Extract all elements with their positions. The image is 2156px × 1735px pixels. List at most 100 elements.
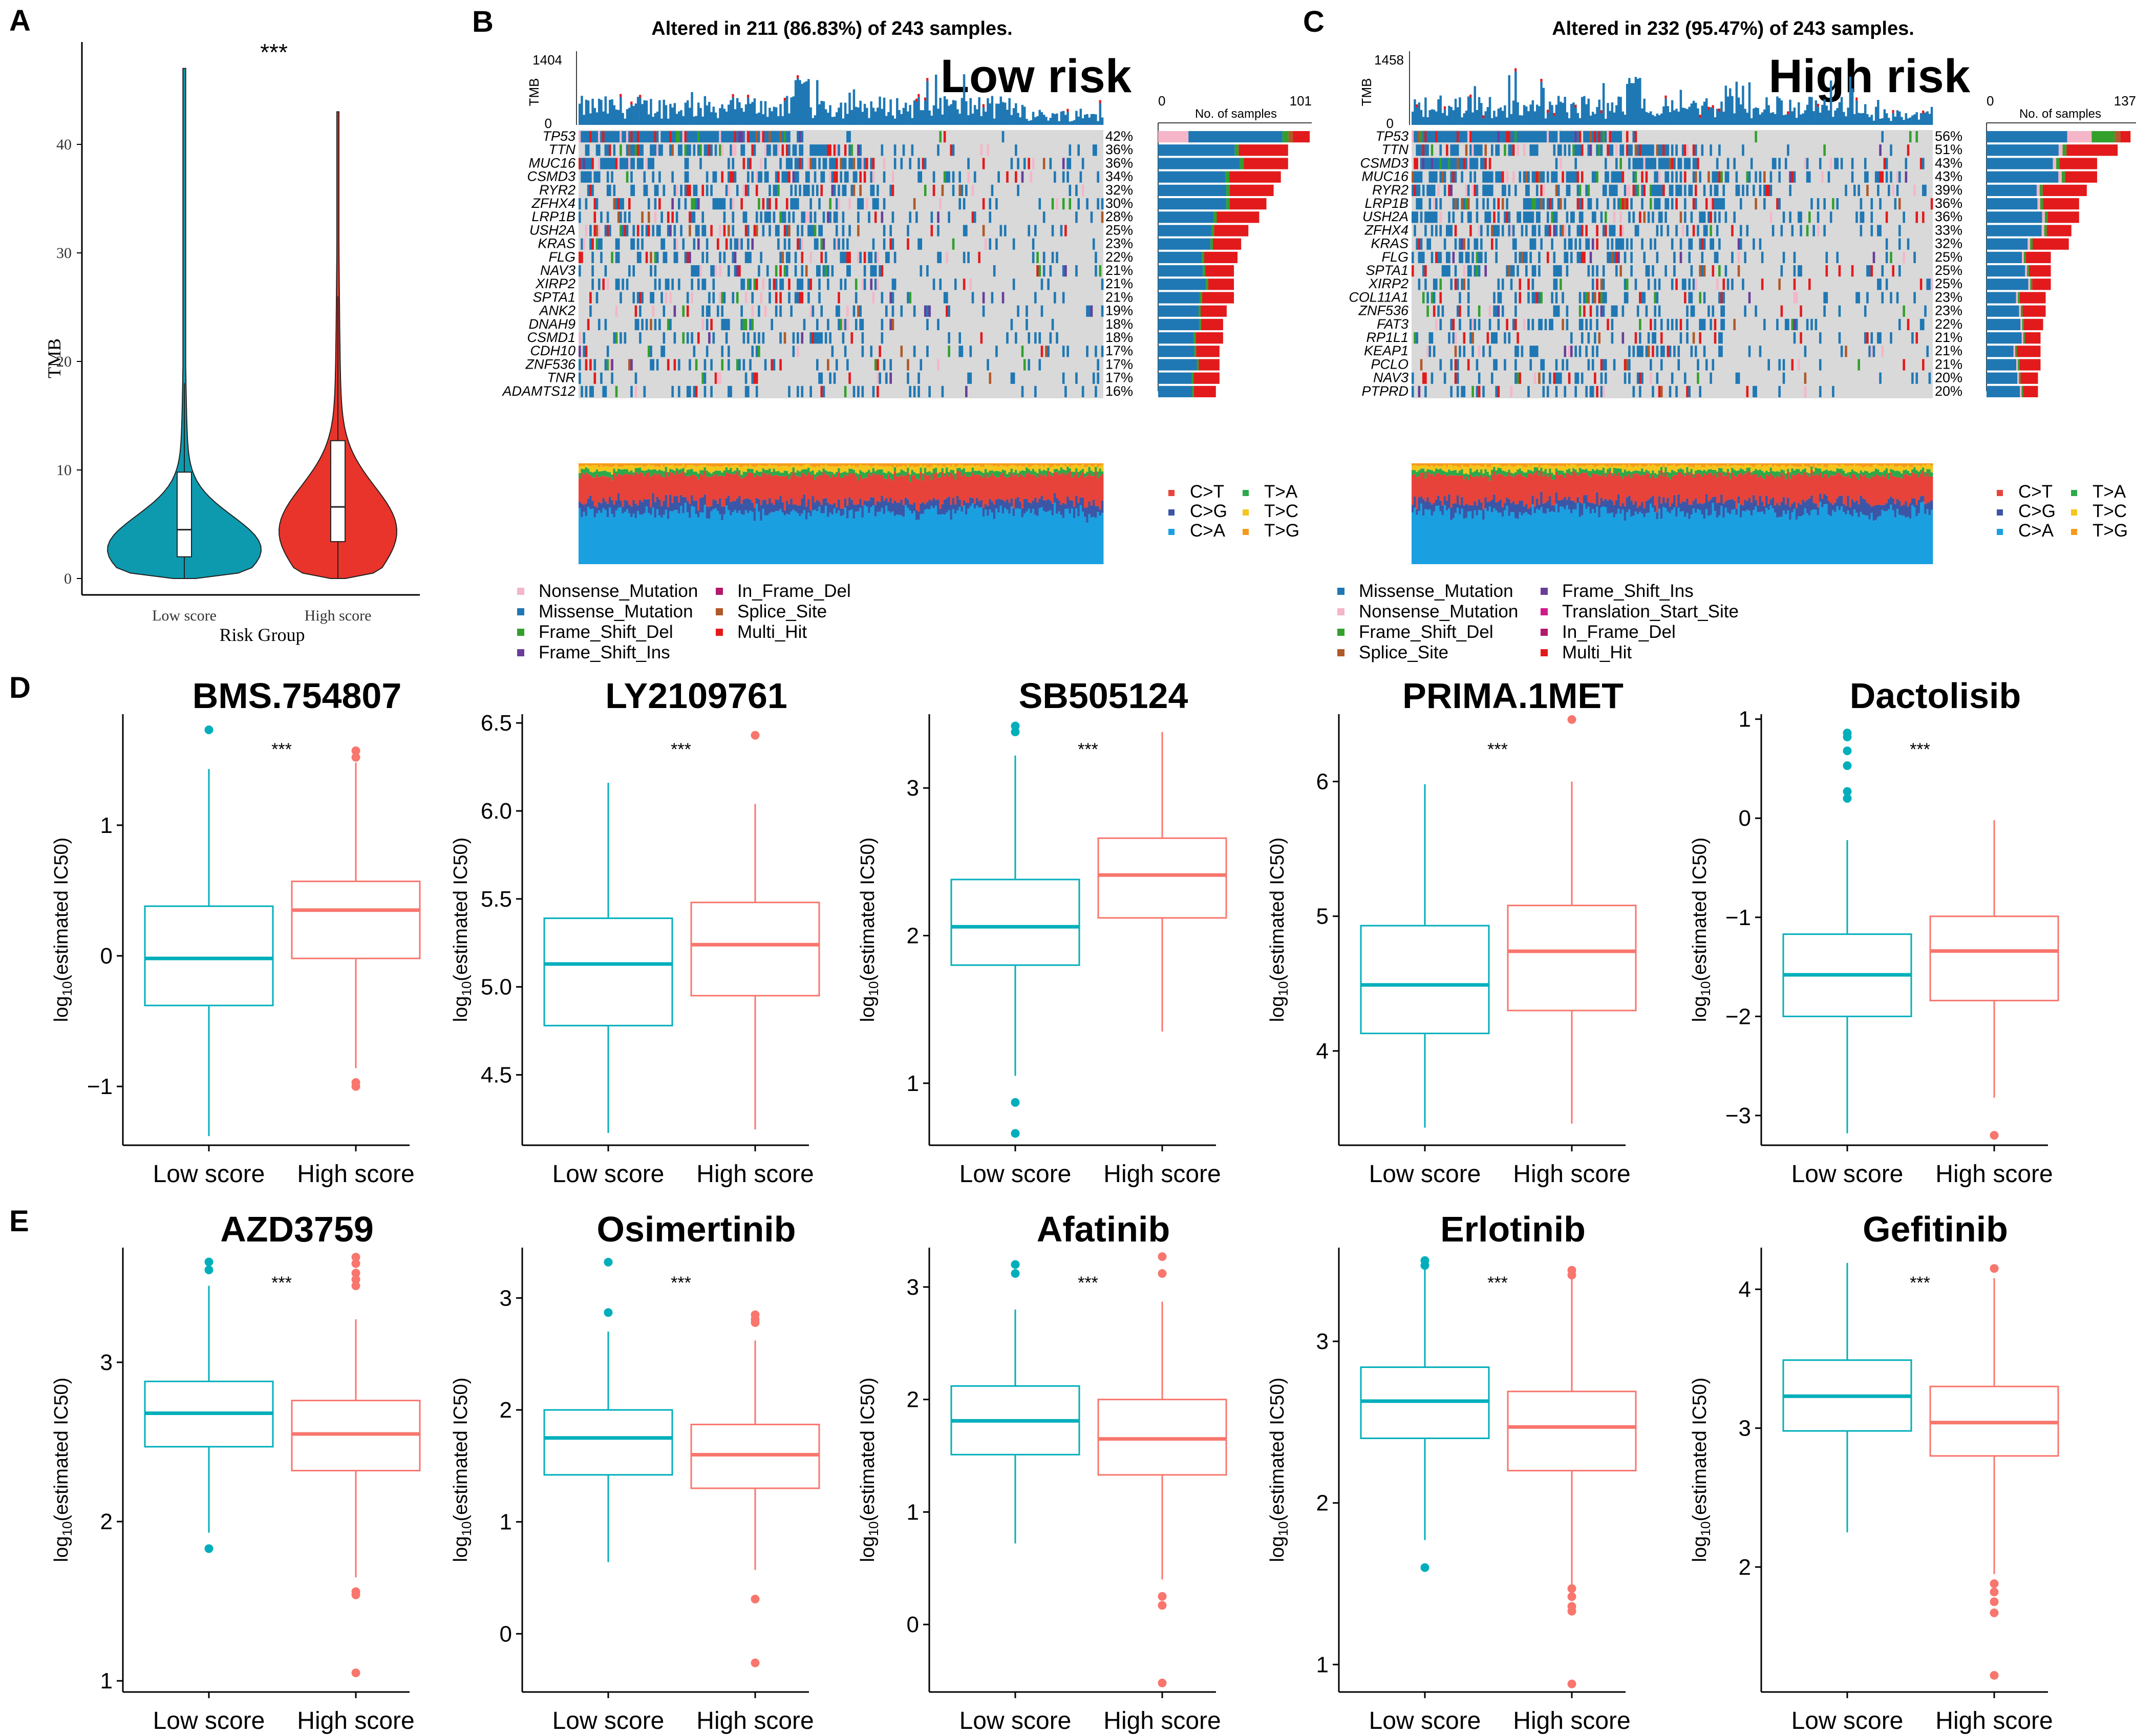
mutation-cell (907, 238, 909, 250)
mutation-cell (1874, 171, 1877, 183)
mutation-cell (1095, 144, 1097, 156)
mutation-cell (766, 265, 769, 277)
mutation-cell (1469, 332, 1472, 344)
mutation-cell (1658, 171, 1661, 183)
sidebar-segment (2040, 198, 2043, 210)
mutation-cell (675, 251, 678, 263)
mutation-cell (1551, 318, 1553, 330)
mutation-cell (1877, 225, 1880, 237)
mutation-cell (738, 265, 741, 277)
titv-segment (980, 463, 983, 467)
titv-segment (838, 510, 840, 564)
titv-segment (626, 465, 629, 469)
mutation-cell (965, 184, 968, 196)
mutation-cell (1414, 131, 1416, 143)
mutation-cell (863, 158, 866, 169)
titv-segment (684, 467, 687, 473)
mutation-cell (693, 184, 696, 196)
mutation-cell (917, 238, 920, 250)
titv-segment (617, 468, 620, 474)
tmb-bar (1480, 103, 1483, 125)
titv-segment (689, 463, 691, 465)
titv-segment (656, 466, 659, 471)
titv-segment (1090, 476, 1093, 506)
titv-segment (848, 510, 851, 564)
mutation-cell (987, 144, 989, 156)
mutation-cell (583, 171, 586, 183)
mutation-cell (852, 385, 856, 397)
mutation-cell (1512, 171, 1515, 183)
mutation-cell (1823, 292, 1826, 304)
mutation-cell (928, 305, 931, 317)
titv-segment (999, 505, 1002, 564)
titv-segment (1030, 466, 1033, 471)
mutation-cell (939, 279, 942, 290)
mutation-cell (1632, 131, 1635, 143)
titv-segment (673, 466, 676, 471)
titv-segment (924, 467, 927, 474)
mutation-cell (1686, 158, 1689, 169)
titv-segment (946, 498, 948, 513)
titv-segment (775, 475, 778, 500)
titv-segment (636, 465, 639, 468)
mutation-cell (1742, 279, 1744, 290)
titv-segment (846, 463, 849, 466)
mutation-cell (835, 305, 838, 317)
titv-segment (1426, 463, 1429, 466)
titv-segment (701, 497, 705, 513)
titv-segment (1058, 500, 1061, 511)
mutation-cell (1021, 346, 1024, 357)
mutation-cell (1605, 292, 1607, 304)
mutation-cell (1613, 184, 1616, 196)
variant-legend-swatch (517, 649, 524, 656)
mutation-cell (1435, 131, 1438, 143)
mutation-cell (803, 184, 806, 196)
titv-segment (1023, 466, 1026, 471)
titv-segment (703, 467, 707, 472)
tmb-bar (734, 109, 737, 125)
titv-segment (738, 466, 741, 470)
mutation-cell (736, 184, 739, 196)
titv-segment (769, 464, 771, 469)
mutation-cell (697, 198, 700, 210)
mutation-cell (1681, 279, 1684, 290)
mutation-cell (1605, 225, 1607, 237)
mutation-cell (1699, 292, 1701, 304)
mutation-cell (1697, 158, 1699, 169)
mutation-cell (805, 184, 808, 196)
mutation-cell (982, 305, 985, 317)
titv-segment (617, 474, 620, 494)
mutation-cell (1581, 198, 1584, 210)
titv-segment (900, 515, 903, 564)
mutation-cell (809, 385, 812, 397)
mutation-cell (937, 225, 940, 237)
tmb-bar (728, 104, 730, 125)
mutation-cell (1469, 211, 1472, 223)
titv-segment (967, 465, 970, 472)
tmb-bar (693, 116, 696, 125)
titv-segment (686, 476, 689, 501)
mutation-cell (1540, 318, 1543, 330)
sidebar-segment (1201, 305, 1227, 317)
titv-segment (963, 474, 966, 501)
mutation-cell (1517, 144, 1519, 156)
mutation-cell (1418, 184, 1421, 196)
mutation-cell (1525, 225, 1528, 237)
mutation-cell (801, 144, 804, 156)
mutation-cell (1694, 198, 1697, 210)
titv-segment (1053, 465, 1056, 469)
titv-segment (976, 465, 978, 471)
sidebar-segment (2021, 385, 2023, 397)
titv-segment (719, 470, 721, 476)
titv-segment (812, 466, 815, 470)
mutation-cell (1510, 225, 1513, 237)
tmb-bar (708, 102, 711, 125)
mutation-cell (589, 292, 592, 304)
titv-segment (803, 464, 806, 469)
titv-segment (1012, 516, 1015, 564)
mutation-cell (1097, 372, 1099, 384)
tmb-bar (866, 108, 868, 125)
mutation-cell (1428, 184, 1432, 196)
titv-segment (831, 466, 834, 473)
titv-segment (969, 476, 972, 498)
